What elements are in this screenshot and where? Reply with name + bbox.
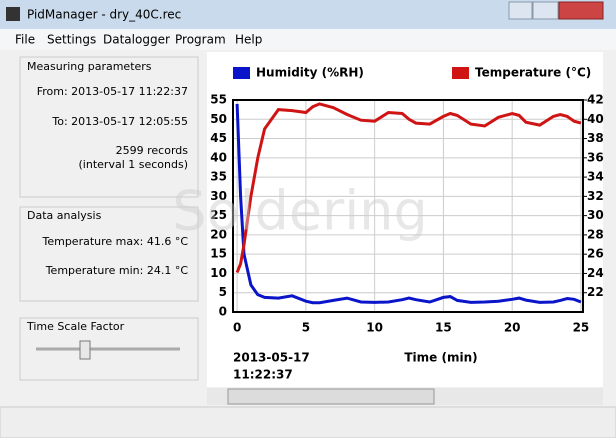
records: 2599 records bbox=[116, 144, 189, 157]
panel-title: Time Scale Factor bbox=[26, 320, 125, 333]
temp-max: Temperature max: 41.6 °C bbox=[41, 235, 188, 248]
x-tick-label: 0 bbox=[233, 321, 241, 335]
series-line bbox=[235, 102, 582, 274]
y-tick-label: 10 bbox=[210, 266, 227, 280]
start-time: 11:22:37 bbox=[233, 368, 293, 382]
menu-item[interactable]: File bbox=[15, 33, 35, 47]
y-tick-label: 0 bbox=[219, 305, 227, 319]
y2-tick-label: 34 bbox=[587, 170, 604, 184]
legend-label: Humidity (%RH) bbox=[256, 66, 364, 80]
start-date: 2013-05-17 bbox=[233, 351, 310, 365]
close-button[interactable] bbox=[558, 1, 604, 20]
watermark: Soldering bbox=[172, 180, 428, 243]
panel-title: Data analysis bbox=[27, 209, 102, 222]
menu-bar bbox=[0, 29, 616, 50]
y2-tick-label: 30 bbox=[587, 208, 604, 222]
y2-tick-label: 38 bbox=[587, 131, 604, 145]
y-tick-label: 55 bbox=[210, 93, 227, 107]
interval: (interval 1 seconds) bbox=[79, 158, 188, 171]
scroll-thumb[interactable] bbox=[227, 388, 435, 405]
panel bbox=[19, 317, 199, 381]
maximize-button[interactable] bbox=[532, 1, 559, 20]
y-tick-label: 40 bbox=[210, 150, 227, 164]
status-bar bbox=[0, 406, 616, 438]
legend-swatch bbox=[452, 67, 469, 79]
panel-title: Measuring parameters bbox=[27, 60, 152, 73]
x-tick-label: 25 bbox=[573, 321, 590, 335]
x-tick-label: 10 bbox=[366, 321, 383, 335]
legend-label: Temperature (°C) bbox=[475, 66, 591, 80]
to: To: 2013-05-17 12:05:55 bbox=[51, 115, 188, 128]
series-line bbox=[235, 103, 582, 305]
y-tick-label: 20 bbox=[210, 227, 227, 241]
y-tick-label: 45 bbox=[210, 131, 227, 145]
minimize-button[interactable] bbox=[508, 1, 533, 20]
y2-tick-label: 32 bbox=[587, 189, 604, 203]
menu-item[interactable]: Datalogger bbox=[103, 33, 170, 47]
plot-frame bbox=[232, 99, 584, 313]
x-tick-label: 5 bbox=[302, 321, 310, 335]
menu-item[interactable]: Settings bbox=[47, 33, 96, 47]
y2-tick-label: 28 bbox=[587, 227, 604, 241]
y-tick-label: 35 bbox=[210, 170, 227, 184]
y2-tick-label: 22 bbox=[587, 285, 604, 299]
window-title: PidManager - dry_40C.rec bbox=[27, 8, 181, 22]
y-tick-label: 25 bbox=[210, 208, 227, 222]
legend-swatch bbox=[233, 67, 250, 79]
panel bbox=[19, 56, 199, 198]
y2-tick-label: 26 bbox=[587, 247, 604, 261]
y-tick-label: 30 bbox=[210, 189, 227, 203]
slider-thumb[interactable] bbox=[79, 340, 91, 360]
y-tick-label: 5 bbox=[219, 285, 227, 299]
panel bbox=[19, 206, 199, 302]
y-tick-label: 50 bbox=[210, 112, 227, 126]
temp-min: Temperature min: 24.1 °C bbox=[45, 264, 189, 277]
from: From: 2013-05-17 11:22:37 bbox=[37, 85, 188, 98]
y-tick-label: 15 bbox=[210, 247, 227, 261]
y2-tick-label: 36 bbox=[587, 150, 604, 164]
app-icon bbox=[6, 7, 20, 21]
x-tick-label: 15 bbox=[435, 321, 452, 335]
y2-tick-label: 40 bbox=[587, 112, 604, 126]
x-axis-label: Time (min) bbox=[404, 351, 477, 365]
y2-tick-label: 42 bbox=[587, 93, 604, 107]
menu-item[interactable]: Program bbox=[175, 33, 226, 47]
x-tick-label: 20 bbox=[504, 321, 521, 335]
menu-item[interactable]: Help bbox=[235, 33, 262, 47]
y2-tick-label: 24 bbox=[587, 266, 604, 280]
chart-area bbox=[207, 52, 603, 387]
